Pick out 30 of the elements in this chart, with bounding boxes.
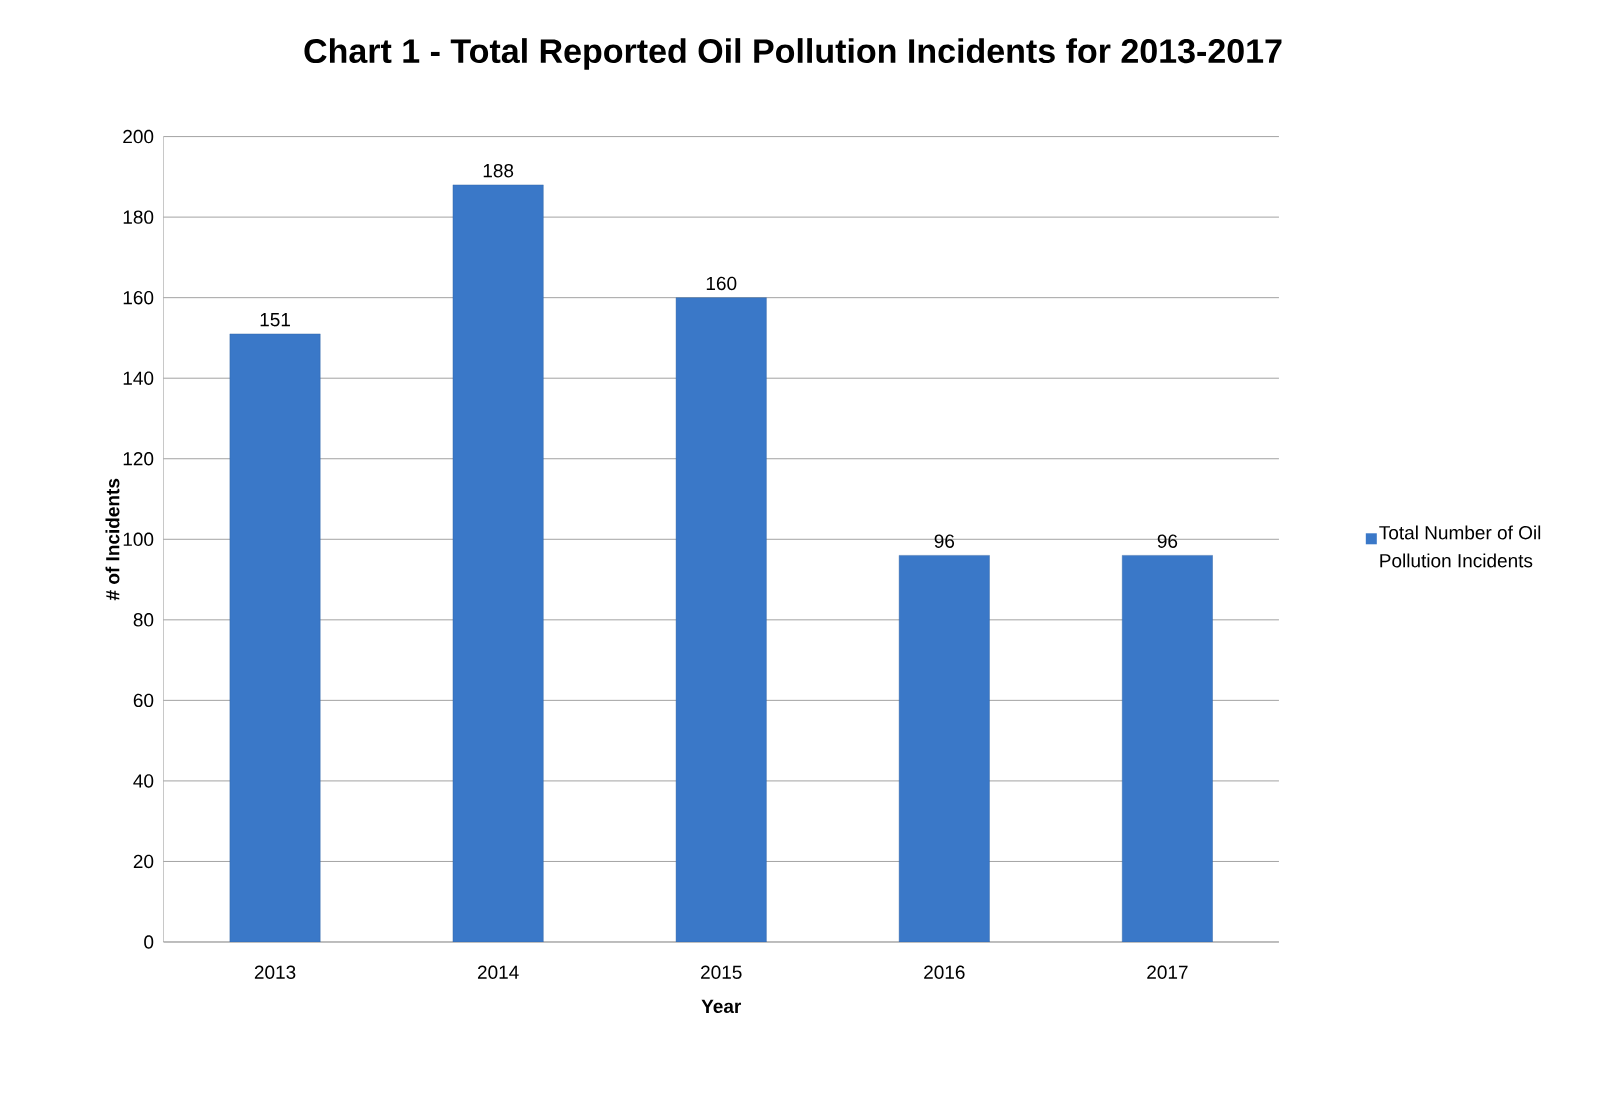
y-tick-label: 0 bbox=[144, 935, 154, 949]
y-tick-label: 180 bbox=[123, 210, 154, 224]
data-label: 96 bbox=[1157, 534, 1178, 548]
y-tick-label: 40 bbox=[133, 774, 154, 788]
y-tick-label: 140 bbox=[123, 371, 154, 385]
x-tick-label: 2016 bbox=[924, 965, 965, 979]
y-tick-label: 100 bbox=[123, 532, 154, 547]
bar bbox=[229, 333, 321, 942]
x-tick-label: 2014 bbox=[477, 965, 519, 979]
chart-title: Chart 1 - Total Reported Oil Pollution Incidents for 2013-2017 bbox=[304, 38, 1282, 70]
data-label: 188 bbox=[483, 163, 514, 178]
y-tick-label: 120 bbox=[123, 452, 154, 466]
bar bbox=[898, 555, 990, 942]
bar bbox=[675, 297, 767, 942]
bar bbox=[452, 184, 544, 942]
y-tick-label: 160 bbox=[123, 290, 154, 305]
data-label: 96 bbox=[934, 534, 955, 548]
y-tick-label: 20 bbox=[133, 854, 154, 869]
x-tick-label: 2017 bbox=[1147, 965, 1188, 979]
y-tick-label: 60 bbox=[133, 693, 154, 708]
y-axis-title: # of Incidents bbox=[105, 478, 120, 601]
x-tick-label: 2013 bbox=[254, 965, 296, 979]
y-tick-label: 200 bbox=[123, 129, 154, 144]
data-label: 151 bbox=[260, 313, 290, 327]
legend-label: Total Number of Oil Pollution Incidents bbox=[1379, 525, 1541, 568]
x-axis-title: Year bbox=[701, 999, 742, 1014]
data-label: 160 bbox=[706, 276, 737, 291]
bar bbox=[1122, 555, 1213, 942]
y-tick-label: 80 bbox=[133, 613, 154, 627]
x-tick-label: 2015 bbox=[701, 965, 742, 979]
